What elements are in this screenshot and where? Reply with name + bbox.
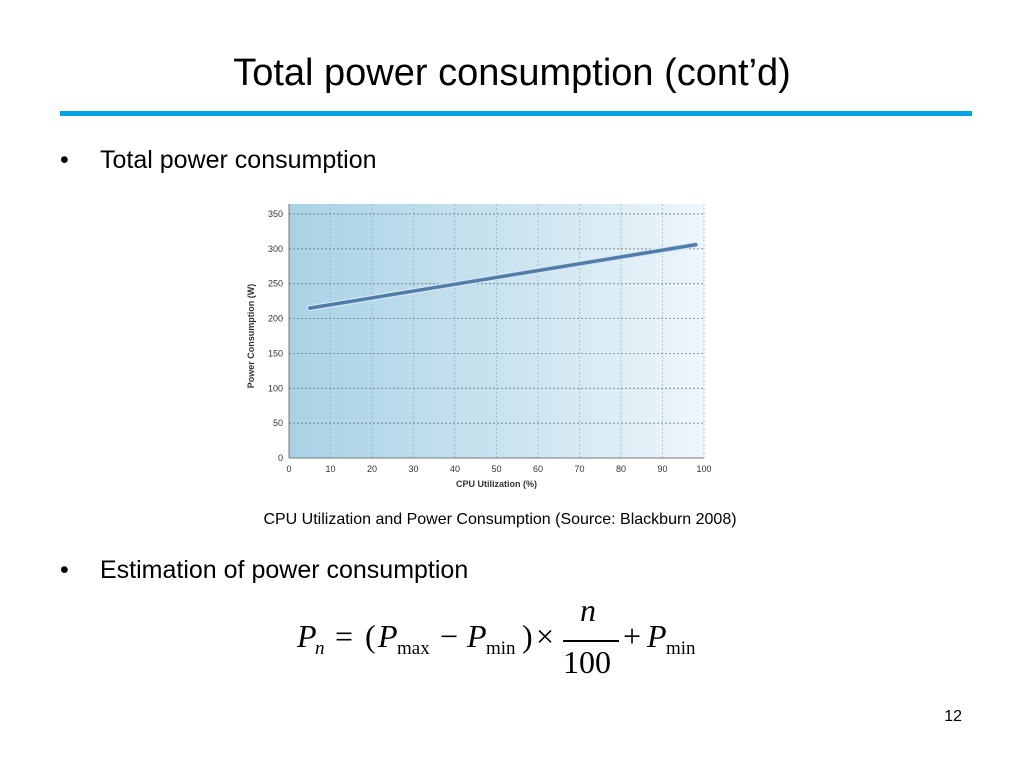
x-tick-label: 40 (450, 464, 460, 474)
power-chart: 0 10 20 30 40 50 60 70 80 90 100 0 50 100 150 200 250 30… (240, 190, 718, 495)
bullet-dot: • (60, 556, 69, 584)
y-tick-label: 0 (278, 453, 283, 463)
power-formula: P n = ( P max − P min ) × n 100 + P min (297, 592, 717, 680)
chart-caption: CPU Utilization and Power Consumption (S… (263, 511, 737, 528)
bullet-text: Total power consumption (100, 146, 377, 174)
x-axis-label: CPU Utilization (%) (456, 479, 537, 489)
page-number: 12 (944, 708, 962, 725)
x-tick-label: 30 (408, 464, 418, 474)
bullet-dot: • (60, 146, 69, 174)
title-underline (60, 111, 972, 116)
slide-title: Total power consumption (cont’d) (233, 52, 791, 94)
x-tick-label: 60 (533, 464, 543, 474)
y-tick-label: 100 (268, 383, 283, 393)
axes (288, 204, 704, 459)
formula-p-min-2: P (647, 618, 667, 654)
y-tick-label: 50 (273, 418, 283, 428)
y-tick-label: 300 (268, 244, 283, 254)
formula-numerator: n (580, 592, 596, 628)
y-tick-label: 200 (268, 314, 283, 324)
x-tick-label: 0 (286, 464, 291, 474)
y-tick-label: 150 (268, 348, 283, 358)
formula-equals: = (335, 618, 354, 654)
x-tick-label: 20 (367, 464, 377, 474)
chart-svg: 0 10 20 30 40 50 60 70 80 90 100 0 50 100 150 200 250 30… (240, 190, 718, 495)
formula-plus: + (623, 618, 642, 654)
formula-sub-max: max (397, 638, 430, 659)
formula-denominator: 100 (563, 644, 611, 680)
formula-times: × (536, 618, 555, 654)
formula-p-max: P (378, 618, 398, 654)
y-tick-labels: 0 50 100 150 200 250 300 350 (268, 209, 283, 463)
x-tick-label: 100 (696, 464, 711, 474)
series-group (306, 241, 699, 312)
x-tick-label: 80 (616, 464, 626, 474)
formula-p: P (297, 618, 317, 654)
x-tick-label: 90 (657, 464, 667, 474)
formula-open-paren: ( (365, 618, 376, 654)
x-tick-label: 70 (574, 464, 584, 474)
formula-minus: − (440, 618, 459, 654)
bullet-text: Estimation of power consumption (100, 556, 469, 584)
series-line (308, 242, 698, 310)
fraction-bar (563, 640, 619, 642)
y-tick-label: 350 (268, 209, 283, 219)
x-tick-label: 10 (325, 464, 335, 474)
x-tick-label: 50 (491, 464, 501, 474)
formula-sub-min-2: min (666, 638, 696, 659)
formula-close-paren: ) (522, 618, 533, 654)
x-tick-labels: 0 10 20 30 40 50 60 70 80 90 100 (286, 464, 711, 474)
y-tick-label: 250 (268, 279, 283, 289)
plot-background (289, 204, 704, 458)
y-axis-label: Power Consumption (W) (246, 284, 256, 389)
formula-p-min: P (467, 618, 487, 654)
formula-sub-n: n (315, 638, 325, 659)
formula-sub-min: min (486, 638, 516, 659)
